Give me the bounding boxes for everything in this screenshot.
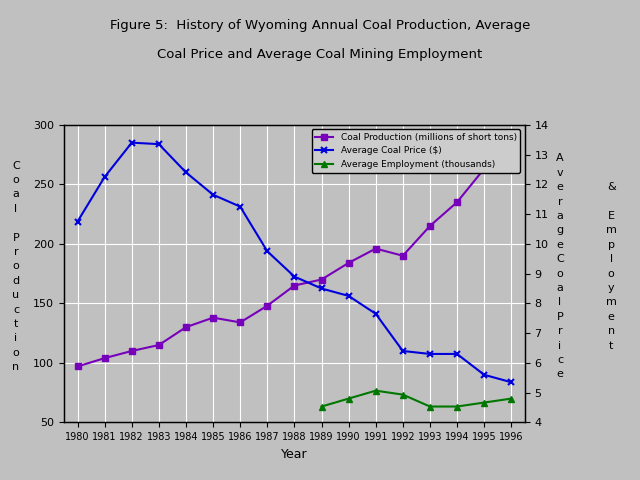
Coal Production (millions of short tons) [128,348,136,354]
Average Employment (thousands) [372,388,380,394]
Text: e: e [608,312,614,322]
Text: u: u [12,290,20,300]
Coal Production (millions of short tons) [453,199,461,205]
Coal Production (millions of short tons) [508,149,515,155]
Text: o: o [13,175,19,185]
Text: r: r [557,197,563,206]
Text: e: e [557,240,563,250]
Average Employment (thousands) [399,392,406,397]
Average Coal Price ($) [291,274,298,279]
Average Coal Price ($) [317,286,325,291]
Average Coal Price ($) [508,379,515,385]
Text: p: p [608,240,614,250]
Text: A: A [556,154,564,163]
Coal Production (millions of short tons) [372,246,380,252]
Text: d: d [12,276,20,286]
Average Employment (thousands) [508,396,515,401]
Text: c: c [13,305,19,314]
Coal Production (millions of short tons) [155,342,163,348]
Average Employment (thousands) [480,400,488,406]
Text: a: a [557,283,563,293]
Text: Figure 5:  History of Wyoming Annual Coal Production, Average: Figure 5: History of Wyoming Annual Coal… [110,19,530,32]
Average Employment (thousands) [345,396,353,401]
Average Coal Price ($) [426,351,434,357]
Text: e: e [557,370,563,379]
Text: m: m [606,298,616,307]
Coal Production (millions of short tons) [264,303,271,309]
Average Coal Price ($) [480,372,488,378]
Text: n: n [12,362,20,372]
Text: n: n [607,326,615,336]
Text: C: C [556,254,564,264]
Text: P: P [557,312,563,322]
Text: r: r [557,326,563,336]
Text: l: l [610,254,612,264]
Coal Production (millions of short tons) [426,223,434,229]
Legend: Coal Production (millions of short tons), Average Coal Price ($), Average Employ: Coal Production (millions of short tons)… [312,129,520,173]
Text: o: o [13,262,19,271]
Text: o: o [608,269,614,278]
Text: l: l [15,204,17,214]
Text: m: m [606,226,616,235]
Text: v: v [557,168,563,178]
Text: g: g [556,226,564,235]
Average Coal Price ($) [236,204,244,209]
Average Coal Price ($) [399,348,406,354]
Text: E: E [608,211,614,221]
Text: e: e [557,182,563,192]
Text: C: C [12,161,20,170]
Text: o: o [557,269,563,278]
Line: Coal Production (millions of short tons): Coal Production (millions of short tons) [75,149,514,369]
Coal Production (millions of short tons) [101,355,109,361]
Text: y: y [608,283,614,293]
Text: i: i [559,341,561,350]
Text: l: l [559,298,561,307]
Average Employment (thousands) [317,404,325,409]
Coal Production (millions of short tons) [480,166,488,172]
Coal Production (millions of short tons) [291,283,298,288]
Average Employment (thousands) [426,404,434,409]
Coal Production (millions of short tons) [182,324,190,330]
Average Coal Price ($) [128,140,136,145]
Average Coal Price ($) [101,174,109,180]
Text: r: r [13,247,19,257]
Average Coal Price ($) [264,249,271,254]
Text: a: a [557,211,563,221]
X-axis label: Year: Year [281,448,308,461]
Coal Production (millions of short tons) [74,363,81,369]
Coal Production (millions of short tons) [209,315,217,321]
Coal Production (millions of short tons) [317,276,325,282]
Text: o: o [13,348,19,358]
Text: a: a [13,190,19,199]
Line: Average Employment (thousands): Average Employment (thousands) [319,388,514,409]
Average Coal Price ($) [372,311,380,317]
Line: Average Coal Price ($): Average Coal Price ($) [74,139,515,386]
Average Coal Price ($) [155,141,163,147]
Coal Production (millions of short tons) [345,260,353,266]
Text: Coal Price and Average Coal Mining Employment: Coal Price and Average Coal Mining Emplo… [157,48,483,61]
Average Coal Price ($) [182,169,190,175]
Text: t: t [14,319,18,329]
Text: P: P [13,233,19,242]
Average Employment (thousands) [453,404,461,409]
Text: &: & [607,182,616,192]
Average Coal Price ($) [74,219,81,225]
Text: i: i [15,334,17,343]
Text: c: c [557,355,563,365]
Coal Production (millions of short tons) [236,320,244,325]
Average Coal Price ($) [209,192,217,198]
Coal Production (millions of short tons) [399,253,406,259]
Average Coal Price ($) [453,351,461,357]
Text: t: t [609,341,613,350]
Average Coal Price ($) [345,293,353,299]
